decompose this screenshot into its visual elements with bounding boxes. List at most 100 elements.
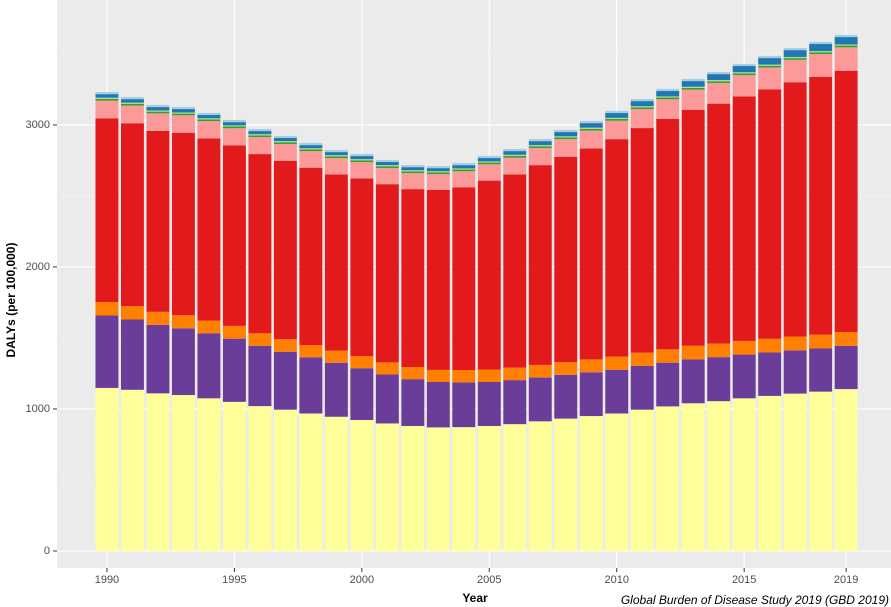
bar-segment <box>375 165 399 167</box>
bar-segment <box>579 130 603 149</box>
bar-segment <box>197 118 221 120</box>
bar-segment <box>426 165 450 169</box>
bar-segment <box>248 135 272 138</box>
x-tick-label: 2005 <box>477 574 501 586</box>
bar-segment <box>248 128 272 132</box>
bar-segment <box>758 395 782 551</box>
bar-segment <box>375 166 399 168</box>
bar-segment <box>809 44 833 52</box>
caption: Global Burden of Disease Study 2019 (GBD… <box>621 593 889 607</box>
bar-segment <box>248 137 272 155</box>
bar-segment <box>758 65 782 68</box>
bar-segment <box>222 325 246 339</box>
bar-segment <box>681 81 705 87</box>
bar-segment <box>95 118 119 303</box>
bar-segment <box>120 96 144 100</box>
bar-segment <box>732 340 756 355</box>
bar-segment <box>834 331 858 346</box>
bar-segment <box>605 139 629 357</box>
bar-segment <box>758 67 782 90</box>
bar-segment <box>809 41 833 45</box>
bar-segment <box>656 362 680 407</box>
bar-segment <box>452 187 476 371</box>
bar-segment <box>426 381 450 428</box>
bar-segment <box>350 153 374 157</box>
bar-segment <box>299 413 323 551</box>
bar-segment <box>630 106 654 108</box>
bar-segment <box>146 393 170 551</box>
bar-segment <box>273 141 297 143</box>
bar-segment <box>426 168 450 172</box>
bar-segment <box>579 120 603 124</box>
x-tick-label: 2015 <box>732 574 756 586</box>
bar-segment <box>477 155 501 159</box>
bar-segment <box>605 110 629 114</box>
bar-segment <box>783 58 807 60</box>
bar-segment <box>732 73 756 76</box>
bar-segment <box>528 146 552 148</box>
bar-segment <box>503 367 527 381</box>
bar-segment <box>834 389 858 551</box>
bar-segment <box>732 63 756 67</box>
bar-segment <box>554 136 578 138</box>
bar-segment <box>707 103 731 344</box>
bar-segment <box>503 155 527 158</box>
bar-segment <box>350 178 374 357</box>
bar-segment <box>834 70 858 332</box>
bar-segment <box>528 147 552 166</box>
bar-segment <box>503 154 527 156</box>
bar-segment <box>452 382 476 428</box>
bar-segment <box>783 56 807 59</box>
bar-segment <box>452 168 476 170</box>
x-tick-label: 2010 <box>604 574 628 586</box>
bar-segment <box>630 107 654 110</box>
bar-segment <box>197 121 221 139</box>
bar-segment <box>579 359 603 373</box>
bar-segment <box>350 368 374 421</box>
y-tick-label: 1000 <box>26 403 50 415</box>
bar-segment <box>528 421 552 551</box>
bar-segment <box>503 424 527 551</box>
bar-segment <box>171 109 195 113</box>
bar-segment <box>630 409 654 551</box>
bar-segment <box>656 97 680 100</box>
x-tick-label: 2000 <box>350 574 374 586</box>
bar-segment <box>350 156 374 160</box>
bar-segment <box>324 152 348 156</box>
bar-segment <box>554 418 578 551</box>
bar-segment <box>477 369 501 382</box>
bar-segment <box>350 160 374 163</box>
bar-segment <box>758 89 782 339</box>
bar-segment <box>401 167 425 171</box>
bar-segment <box>630 128 654 353</box>
bar-segment <box>681 359 705 404</box>
bar-segment <box>222 125 246 127</box>
bar-segment <box>554 132 578 137</box>
bar-segment <box>222 128 246 146</box>
bar-segment <box>273 339 297 352</box>
bar-segment <box>273 351 297 410</box>
bar-segment <box>248 134 272 136</box>
bar-segment <box>528 377 552 422</box>
bar-segment <box>375 167 399 185</box>
bar-segment <box>171 115 195 133</box>
bar-segment <box>146 107 170 111</box>
bar-segment <box>95 98 119 101</box>
bar-segment <box>95 302 119 316</box>
bar-segment <box>324 158 348 175</box>
bar-segment <box>681 86 705 88</box>
bar-segment <box>783 47 807 51</box>
bar-segment <box>809 52 833 54</box>
bar-segment <box>783 59 807 83</box>
bar-segment <box>222 122 246 126</box>
bar-segment <box>120 319 144 390</box>
bar-segment <box>452 370 476 383</box>
bar-segment <box>605 113 629 118</box>
bar-segment <box>809 51 833 53</box>
bar-segment <box>299 149 323 152</box>
bar-segment <box>171 106 195 110</box>
bar-segment <box>554 156 578 363</box>
bar-segment <box>477 180 501 370</box>
bar-segment <box>324 350 348 363</box>
bar-segment <box>630 109 654 129</box>
